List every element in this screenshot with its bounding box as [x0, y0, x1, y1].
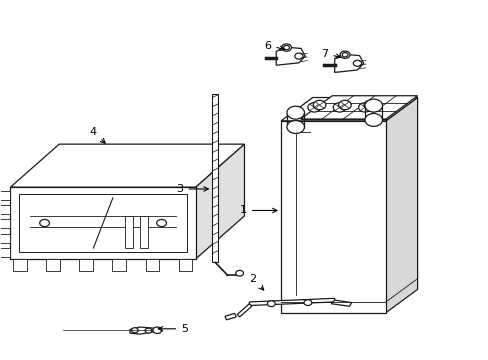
Circle shape — [332, 103, 345, 112]
Text: 3: 3 — [176, 184, 208, 194]
Circle shape — [235, 270, 243, 276]
Circle shape — [131, 328, 138, 333]
Polygon shape — [10, 144, 244, 187]
Polygon shape — [237, 304, 251, 317]
Circle shape — [294, 53, 303, 59]
Polygon shape — [281, 98, 417, 121]
Text: 5: 5 — [158, 324, 188, 334]
Circle shape — [307, 103, 320, 112]
Circle shape — [157, 220, 166, 226]
Bar — [13, 259, 26, 271]
Polygon shape — [130, 327, 154, 334]
Polygon shape — [300, 96, 417, 119]
Circle shape — [342, 53, 347, 57]
Bar — [10, 187, 195, 259]
Polygon shape — [334, 54, 363, 72]
Bar — [140, 216, 148, 248]
Bar — [0, 234, 10, 243]
Bar — [79, 259, 93, 271]
Circle shape — [364, 113, 382, 126]
Circle shape — [281, 44, 291, 51]
Circle shape — [364, 99, 382, 112]
Circle shape — [145, 328, 152, 333]
Circle shape — [153, 327, 161, 333]
Polygon shape — [330, 300, 351, 306]
Bar — [0, 248, 10, 257]
Bar — [281, 121, 385, 313]
Bar — [46, 259, 60, 271]
Circle shape — [267, 301, 275, 307]
Bar — [178, 259, 192, 271]
Circle shape — [338, 100, 350, 110]
Circle shape — [283, 45, 289, 50]
Bar — [125, 216, 133, 248]
Circle shape — [313, 100, 325, 110]
Bar — [145, 259, 159, 271]
Polygon shape — [249, 298, 334, 306]
Polygon shape — [195, 144, 244, 259]
Polygon shape — [276, 47, 305, 65]
Circle shape — [286, 106, 304, 119]
Text: 7: 7 — [321, 49, 340, 59]
Text: 1: 1 — [240, 206, 277, 216]
Bar — [112, 259, 126, 271]
Bar — [0, 220, 10, 228]
Bar — [19, 194, 186, 252]
Circle shape — [40, 220, 49, 226]
Bar — [212, 94, 218, 262]
Text: 2: 2 — [249, 274, 263, 290]
Circle shape — [339, 51, 349, 58]
Circle shape — [363, 100, 376, 110]
Circle shape — [286, 121, 304, 134]
Polygon shape — [385, 98, 417, 313]
Bar — [0, 205, 10, 214]
Circle shape — [358, 103, 370, 112]
Text: 4: 4 — [90, 127, 105, 143]
Bar — [0, 191, 10, 200]
Circle shape — [353, 60, 361, 66]
Polygon shape — [224, 314, 236, 320]
Text: 6: 6 — [264, 41, 284, 50]
Circle shape — [304, 300, 311, 306]
